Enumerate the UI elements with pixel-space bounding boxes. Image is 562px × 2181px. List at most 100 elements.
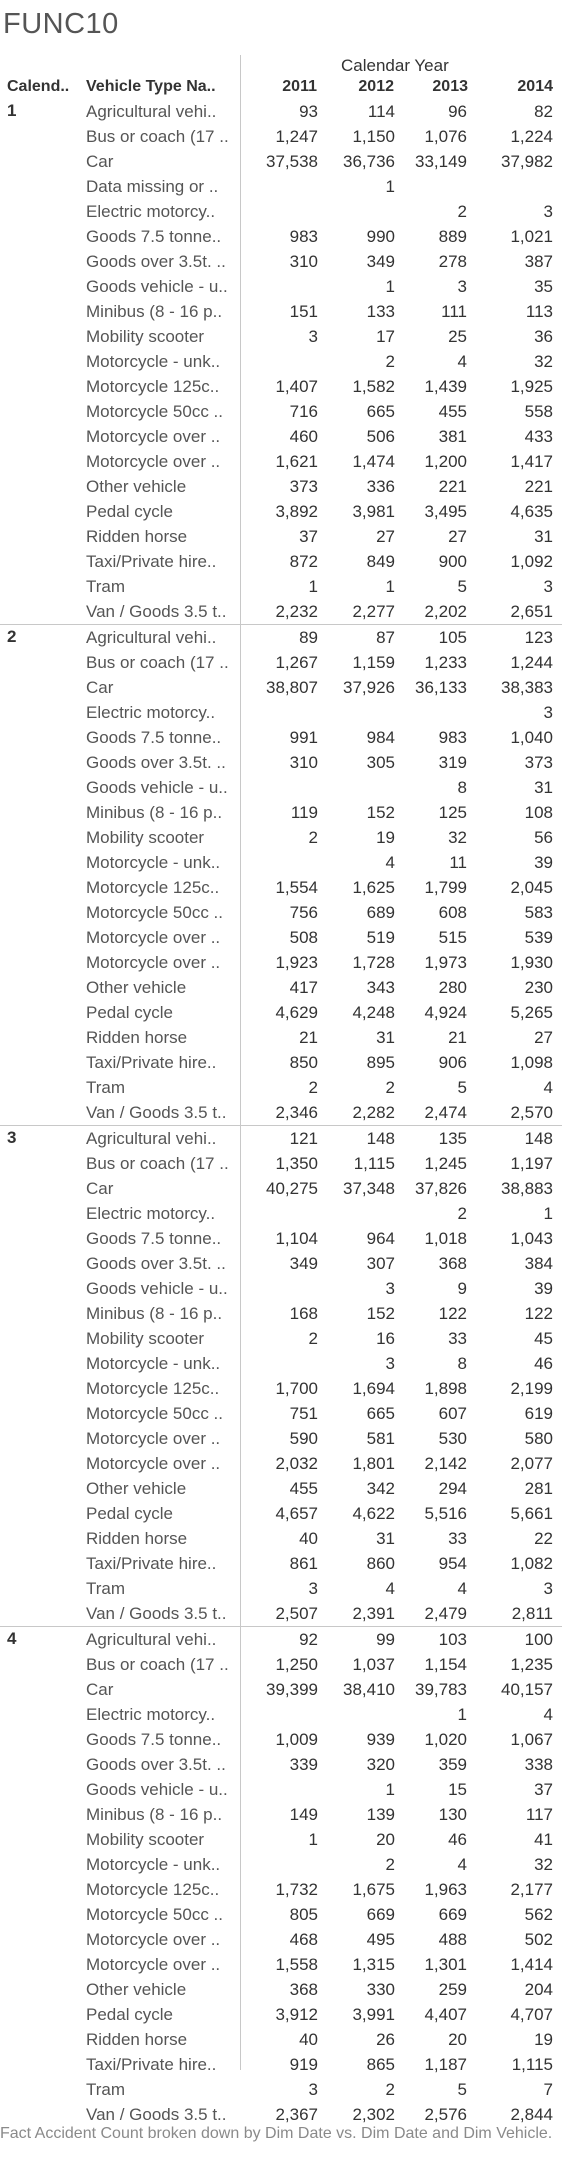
count-cell[interactable]: 558 [524,402,553,421]
count-cell[interactable]: 38,883 [501,1179,553,1198]
count-cell[interactable]: 221 [524,477,553,496]
vehicle-type-label[interactable]: Tram [86,1579,126,1598]
count-cell[interactable]: 40 [299,2030,318,2049]
vehicle-type-label[interactable]: Motorcycle over .. [86,1930,221,1949]
count-cell[interactable]: 381 [438,427,467,446]
vehicle-type-label[interactable]: Motorcycle over .. [86,452,221,471]
count-cell[interactable]: 82 [534,102,553,121]
count-cell[interactable]: 4,657 [275,1504,318,1523]
count-cell[interactable]: 31 [534,778,553,797]
count-cell[interactable]: 3 [308,1579,318,1598]
count-cell[interactable]: 15 [448,1780,467,1799]
count-cell[interactable]: 373 [524,753,553,772]
year-header-2013[interactable]: 2013 [432,78,468,95]
count-cell[interactable]: 515 [438,928,467,947]
vehicle-type-label[interactable]: Van / Goods 3.5 t.. [86,1604,227,1623]
count-cell[interactable]: 2,651 [510,602,553,621]
count-cell[interactable]: 805 [289,1905,318,1924]
count-cell[interactable]: 31 [376,1529,395,1548]
count-cell[interactable]: 4 [457,352,467,371]
vehicle-type-label[interactable]: Minibus (8 - 16 p.. [86,1805,223,1824]
vehicle-type-label[interactable]: Ridden horse [86,2030,188,2049]
count-cell[interactable]: 1,439 [424,377,467,396]
count-cell[interactable]: 1,037 [352,1655,395,1674]
count-cell[interactable]: 3 [308,327,318,346]
vehicle-type-label[interactable]: Pedal cycle [86,1003,173,1022]
count-cell[interactable]: 35 [534,277,553,296]
count-cell[interactable]: 417 [289,978,318,997]
count-cell[interactable]: 751 [289,1404,318,1423]
vehicle-type-label[interactable]: Motorcycle 125c.. [86,1379,220,1398]
count-cell[interactable]: 39,399 [266,1680,318,1699]
count-cell[interactable]: 2,479 [424,1604,467,1623]
count-cell[interactable]: 1,267 [275,653,318,672]
count-cell[interactable]: 3 [457,277,467,296]
count-cell[interactable]: 495 [366,1930,395,1949]
count-cell[interactable]: 1,732 [275,1880,318,1899]
count-cell[interactable]: 900 [438,552,467,571]
count-cell[interactable]: 590 [289,1429,318,1448]
count-cell[interactable]: 39 [534,853,553,872]
count-cell[interactable]: 983 [438,728,467,747]
count-cell[interactable]: 204 [524,1980,553,1999]
count-cell[interactable]: 3 [543,202,553,221]
vehicle-type-label[interactable]: Motorcycle 125c.. [86,1880,220,1899]
vehicle-type-label[interactable]: Motorcycle - unk.. [86,853,221,872]
count-cell[interactable]: 2,202 [424,602,467,621]
count-cell[interactable]: 991 [289,728,318,747]
vehicle-type-label[interactable]: Bus or coach (17 .. [86,127,229,146]
count-cell[interactable]: 2,507 [275,1604,318,1623]
vehicle-type-label[interactable]: Taxi/Private hire.. [86,1554,217,1573]
count-cell[interactable]: 168 [289,1304,318,1323]
vehicle-type-label[interactable]: Pedal cycle [86,502,173,521]
vehicle-type-label[interactable]: Mobility scooter [86,828,205,847]
vehicle-type-label[interactable]: Car [86,1680,114,1699]
vehicle-type-label[interactable]: Agricultural vehi.. [86,102,217,121]
vehicle-type-label[interactable]: Ridden horse [86,527,188,546]
count-cell[interactable]: 151 [289,302,318,321]
count-cell[interactable]: 4,635 [510,502,553,521]
count-cell[interactable]: 368 [289,1980,318,1999]
count-cell[interactable]: 20 [376,1830,395,1849]
count-cell[interactable]: 2 [385,2080,395,2099]
count-cell[interactable]: 37 [534,1780,553,1799]
count-cell[interactable]: 861 [289,1554,318,1573]
calendar-column-header[interactable]: Calend.. [7,78,70,95]
count-cell[interactable]: 96 [448,102,467,121]
count-cell[interactable]: 964 [366,1229,395,1248]
count-cell[interactable]: 1,801 [352,1454,395,1473]
count-cell[interactable]: 5,265 [510,1003,553,1022]
count-cell[interactable]: 984 [366,728,395,747]
count-cell[interactable]: 1 [308,1830,318,1849]
count-cell[interactable]: 1,247 [275,127,318,146]
count-cell[interactable]: 3 [385,1354,395,1373]
count-cell[interactable]: 294 [438,1479,467,1498]
vehicle-type-label[interactable]: Motorcycle 125c.. [86,878,220,897]
count-cell[interactable]: 990 [366,227,395,246]
count-cell[interactable]: 2,282 [352,1103,395,1122]
count-cell[interactable]: 583 [524,903,553,922]
count-cell[interactable]: 1,245 [424,1154,467,1173]
count-cell[interactable]: 1,315 [352,1955,395,1974]
count-cell[interactable]: 1,040 [510,728,553,747]
count-cell[interactable]: 7 [543,2080,553,2099]
vehicle-type-label[interactable]: Motorcycle 50cc .. [86,1404,223,1423]
vehicle-type-label[interactable]: Minibus (8 - 16 p.. [86,803,223,822]
count-cell[interactable]: 5,516 [424,1504,467,1523]
count-cell[interactable]: 259 [438,1980,467,1999]
count-cell[interactable]: 580 [524,1429,553,1448]
count-cell[interactable]: 607 [438,1404,467,1423]
count-cell[interactable]: 2,232 [275,602,318,621]
count-cell[interactable]: 36,736 [343,152,395,171]
vehicle-type-label[interactable]: Motorcycle 50cc .. [86,903,223,922]
count-cell[interactable]: 56 [534,828,553,847]
count-cell[interactable]: 307 [366,1254,395,1273]
count-cell[interactable]: 125 [438,803,467,822]
count-cell[interactable]: 2,277 [352,602,395,621]
count-cell[interactable]: 32 [534,1855,553,1874]
count-cell[interactable]: 1 [385,277,395,296]
count-cell[interactable]: 8 [457,778,467,797]
count-cell[interactable]: 2,032 [275,1454,318,1473]
count-cell[interactable]: 1,407 [275,377,318,396]
count-cell[interactable]: 2,474 [424,1103,467,1122]
